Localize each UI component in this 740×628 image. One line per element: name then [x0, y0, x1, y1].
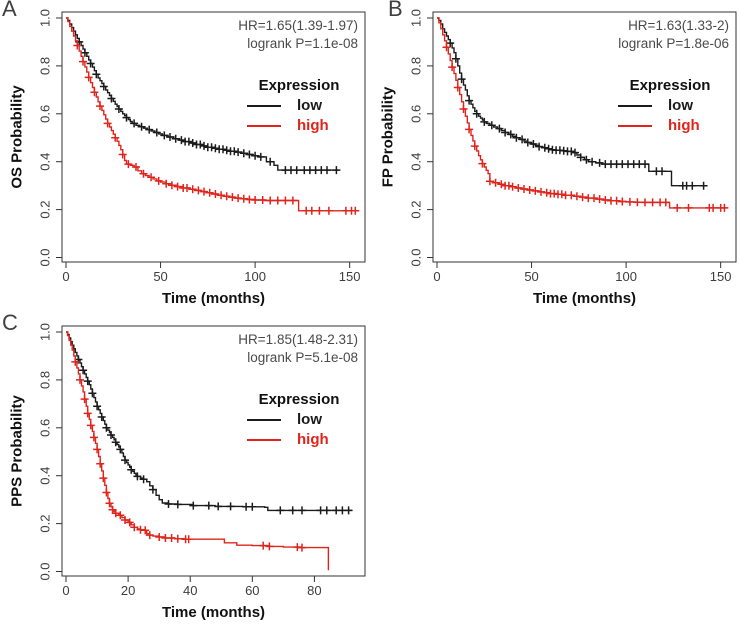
legend-label-low: low — [668, 97, 693, 114]
legend-title: Expression — [258, 391, 340, 408]
km-panel-b: 0 50 100 150 0.0 0.2 0.4 0.6 0.8 1.0 B HR=1.63(1.… — [371, 0, 740, 314]
y-tick-label: 0.2 — [37, 515, 52, 533]
km-plot-a: 0 50 100 150 0.0 0.2 0.4 0.6 0.8 1.0 — [37, 9, 366, 284]
x-axis-title: Time (months) — [532, 290, 637, 307]
y-tick-label: 1.0 — [408, 9, 423, 27]
legend-item-high: high — [247, 430, 351, 450]
y-tick-label: 0.6 — [37, 419, 52, 437]
y-tick-label: 0.8 — [37, 371, 52, 389]
hr-text: HR=1.65(1.39-1.97) — [238, 18, 358, 33]
x-tick-label: 80 — [307, 583, 321, 598]
legend-item-low: low — [247, 96, 351, 116]
x-tick-label: 60 — [245, 583, 259, 598]
x-axis-title: Time (months) — [161, 604, 266, 621]
legend-label-low: low — [297, 411, 322, 428]
stats-annotation: HR=1.63(1.33-2) logrank P=1.8e-06 — [618, 17, 729, 53]
stats-annotation: HR=1.65(1.39-1.97) logrank P=1.1e-08 — [238, 17, 358, 53]
plot-frame — [432, 11, 737, 263]
legend-item-high: high — [618, 116, 722, 136]
legend-item-low: low — [618, 96, 722, 116]
legend: Expression low high — [618, 76, 722, 136]
km-panel-c: 0 20 40 60 80 0.0 0.2 0.4 0.6 0.8 1.0 C HR=1.85(1.… — [0, 310, 370, 628]
y-tick-label: 0.0 — [37, 562, 52, 580]
y-tick-label: 0.6 — [37, 105, 52, 123]
x-tick-label: 50 — [524, 269, 538, 284]
legend-label-low: low — [297, 97, 322, 114]
censor-marks-high — [442, 43, 729, 212]
x-tick-label: 0 — [62, 583, 69, 598]
x-tick-label: 0 — [62, 269, 69, 284]
x-tick-label: 100 — [615, 269, 637, 284]
y-tick-label: 0.8 — [37, 57, 52, 75]
x-tick-label: 150 — [710, 269, 732, 284]
y-axis-title: FP Probability — [379, 86, 397, 188]
censor-marks-low — [75, 37, 341, 175]
legend-item-low: low — [247, 410, 351, 430]
hr-text: HR=1.85(1.48-2.31) — [238, 332, 358, 347]
y-tick-label: 0.2 — [37, 201, 52, 219]
km-panel-a: 0 50 100 150 0.0 0.2 0.4 0.6 0.8 1.0 A HR=1.65(1.… — [0, 0, 370, 314]
y-tick-label: 0.4 — [37, 153, 52, 171]
logrank-text: logrank P=1.8e-06 — [618, 36, 729, 51]
x-tick-label: 0 — [433, 269, 440, 284]
x-tick-label: 20 — [121, 583, 135, 598]
x-tick-label: 40 — [183, 583, 197, 598]
legend-title: Expression — [258, 77, 340, 94]
censor-marks-low — [446, 39, 708, 190]
x-tick-label: 100 — [244, 269, 266, 284]
logrank-text: logrank P=5.1e-08 — [247, 350, 358, 365]
survival-curve-high — [66, 331, 330, 571]
y-tick-label: 0.4 — [37, 467, 52, 485]
legend-label-high: high — [297, 117, 329, 134]
y-axis-title: OS Probability — [8, 85, 26, 189]
y-tick-label: 0.4 — [408, 153, 423, 171]
legend-line-high-icon — [618, 125, 652, 127]
y-axis-title: PPS Probability — [8, 395, 26, 507]
plot-frame — [61, 325, 366, 577]
legend-label-high: high — [297, 431, 329, 448]
y-tick-label: 1.0 — [37, 9, 52, 27]
legend-line-low-icon — [247, 105, 281, 107]
legend-line-low-icon — [618, 105, 652, 107]
x-tick-label: 150 — [339, 269, 361, 284]
stats-annotation: HR=1.85(1.48-2.31) logrank P=5.1e-08 — [238, 331, 358, 367]
y-tick-label: 0.6 — [408, 105, 423, 123]
legend: Expression low high — [247, 390, 351, 450]
legend-title: Expression — [629, 77, 711, 94]
censor-marks-low — [74, 355, 353, 515]
plot-frame — [61, 11, 366, 263]
y-tick-label: 0.0 — [37, 248, 52, 266]
x-axis-title: Time (months) — [161, 290, 266, 307]
km-plot-b: 0 50 100 150 0.0 0.2 0.4 0.6 0.8 1.0 — [408, 9, 737, 284]
legend-item-high: high — [247, 116, 351, 136]
censor-marks-high — [71, 357, 306, 552]
legend: Expression low high — [247, 76, 351, 136]
panel-letter-a: A — [2, 0, 17, 21]
legend-label-high: high — [668, 117, 700, 134]
censor-marks-high — [73, 41, 360, 215]
panel-letter-c: C — [2, 310, 18, 335]
km-plot-c: 0 20 40 60 80 0.0 0.2 0.4 0.6 0.8 1.0 — [37, 323, 366, 598]
y-tick-label: 0.0 — [408, 248, 423, 266]
x-tick-label: 50 — [153, 269, 167, 284]
legend-line-low-icon — [247, 419, 281, 421]
legend-line-high-icon — [247, 439, 281, 441]
legend-line-high-icon — [247, 125, 281, 127]
logrank-text: logrank P=1.1e-08 — [247, 36, 358, 51]
y-tick-label: 1.0 — [37, 323, 52, 341]
panel-letter-b: B — [388, 0, 403, 21]
y-tick-label: 0.8 — [408, 57, 423, 75]
hr-text: HR=1.63(1.33-2) — [628, 18, 729, 33]
y-tick-label: 0.2 — [408, 201, 423, 219]
